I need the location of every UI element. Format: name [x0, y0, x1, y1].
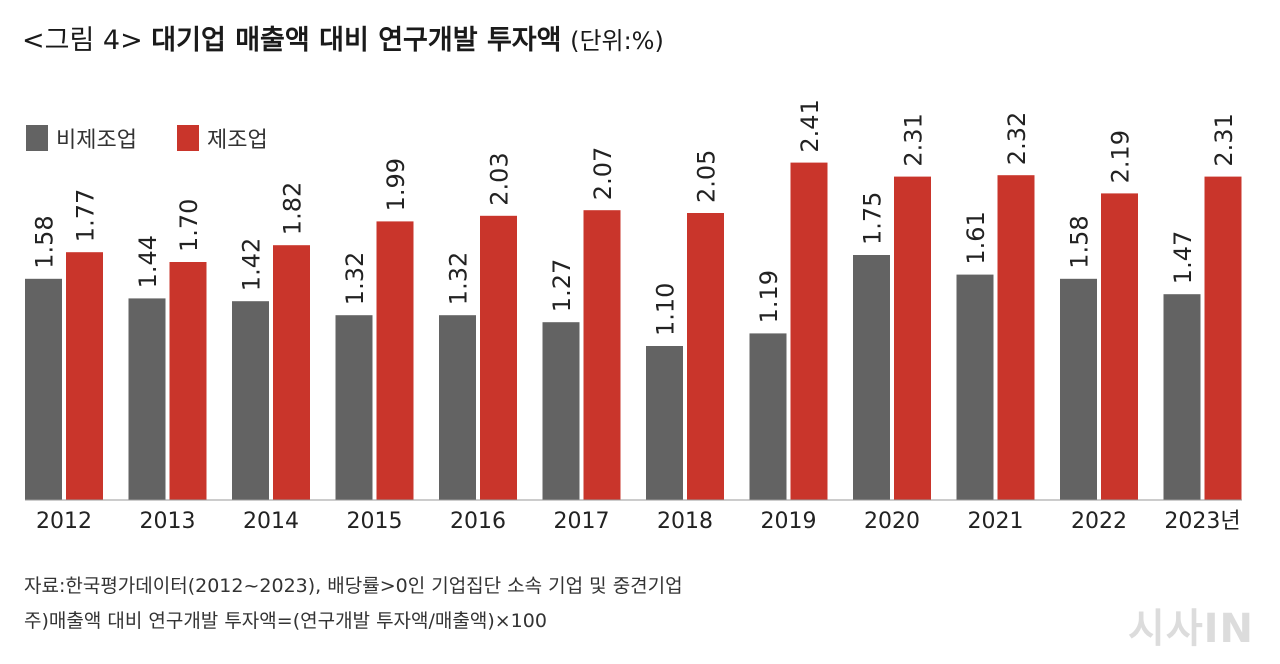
x-tick-label: 2020	[864, 509, 920, 534]
unit-label: (단위:%)	[570, 27, 664, 55]
bar-non-manufacturing-2013	[128, 298, 166, 500]
bar-manufacturing-2017	[583, 210, 621, 500]
value-label-non-manufacturing-2020: 1.75	[859, 192, 887, 245]
legend-swatch-non-manufacturing	[26, 125, 48, 151]
bar-manufacturing-2018	[687, 213, 724, 500]
x-tick-label: 2013	[140, 509, 196, 534]
value-label-manufacturing-2022: 2.19	[1107, 130, 1135, 183]
x-tick-label: 2021	[968, 509, 1024, 534]
bar-non-manufacturing-2015	[335, 315, 373, 500]
x-tick-label: 2017	[554, 509, 610, 534]
bar-non-manufacturing-2023	[1163, 294, 1201, 500]
legend-swatch-manufacturing	[176, 125, 199, 151]
chart-main-title: 대기업 매출액 대비 연구개발 투자액	[151, 25, 562, 56]
bar-manufacturing-2016	[480, 215, 517, 501]
value-label-manufacturing-2023: 2.31	[1210, 113, 1238, 166]
source-note: 자료:한국평가데이터(2012~2023), 배당률>0인 기업집단 소속 기업…	[24, 575, 683, 597]
legend-label-manufacturing: 제조업	[206, 128, 268, 153]
chart-title: <그림 4> 대기업 매출액 대비 연구개발 투자액 (단위:%)	[22, 18, 664, 57]
x-tick-label: 2012	[36, 509, 92, 534]
value-label-non-manufacturing-2013: 1.44	[134, 235, 162, 288]
formula-note: 주)매출액 대비 연구개발 투자액=(연구개발 투자액/매출액)×100	[24, 610, 547, 632]
value-label-non-manufacturing-2021: 1.61	[962, 211, 990, 264]
value-label-non-manufacturing-2012: 1.58	[31, 215, 59, 268]
bar-manufacturing-2012	[66, 252, 103, 500]
value-label-non-manufacturing-2017: 1.27	[548, 259, 576, 312]
legend-item-manufacturing: 제조업	[176, 122, 268, 154]
value-label-manufacturing-2015: 1.99	[382, 158, 410, 211]
bar-non-manufacturing-2012	[25, 278, 62, 500]
x-tick-label: 2014	[243, 509, 299, 534]
value-label-manufacturing-2018: 2.05	[693, 150, 721, 203]
bar-non-manufacturing-2021	[956, 274, 994, 500]
value-label-manufacturing-2014: 1.82	[279, 182, 307, 235]
value-label-non-manufacturing-2015: 1.32	[341, 252, 369, 305]
value-label-manufacturing-2013: 1.70	[175, 199, 203, 252]
value-label-non-manufacturing-2023: 1.47	[1169, 231, 1197, 284]
bar-manufacturing-2015	[376, 221, 414, 500]
bar-non-manufacturing-2019	[749, 333, 787, 500]
bar-non-manufacturing-2016	[439, 315, 476, 500]
bar-non-manufacturing-2017	[542, 322, 580, 500]
value-label-manufacturing-2020: 2.31	[900, 113, 928, 166]
bar-non-manufacturing-2022	[1060, 278, 1097, 500]
value-label-non-manufacturing-2018: 1.10	[652, 283, 680, 336]
bar-manufacturing-2021	[997, 175, 1035, 500]
x-tick-label: 2016	[450, 509, 506, 534]
value-label-manufacturing-2021: 2.32	[1003, 112, 1031, 165]
value-label-non-manufacturing-2022: 1.58	[1066, 215, 1094, 268]
value-label-manufacturing-2017: 2.07	[589, 147, 617, 200]
bar-manufacturing-2019	[790, 162, 828, 500]
value-label-manufacturing-2019: 2.41	[796, 99, 824, 152]
legend-label-non-manufacturing: 비제조업	[56, 128, 137, 153]
bar-manufacturing-2013	[169, 262, 207, 500]
bar-non-manufacturing-2014	[232, 301, 269, 500]
bar-non-manufacturing-2020	[853, 255, 890, 500]
bar-manufacturing-2020	[894, 176, 931, 500]
value-label-manufacturing-2016: 2.03	[486, 152, 514, 205]
value-label-non-manufacturing-2014: 1.42	[238, 238, 266, 291]
legend-item-non-manufacturing: 비제조업	[26, 122, 137, 154]
bar-non-manufacturing-2018	[646, 346, 683, 500]
bar-manufacturing-2022	[1101, 193, 1138, 500]
value-label-non-manufacturing-2019: 1.19	[755, 270, 783, 323]
x-tick-label: 2022	[1071, 509, 1127, 534]
x-tick-label: 2015	[347, 509, 403, 534]
value-label-non-manufacturing-2016: 1.32	[445, 252, 473, 305]
x-tick-label: 2018	[657, 509, 713, 534]
value-label-manufacturing-2012: 1.77	[72, 189, 100, 242]
figure-number: <그림 4>	[22, 25, 143, 56]
bar-manufacturing-2014	[273, 245, 310, 500]
bar-manufacturing-2023	[1204, 176, 1242, 500]
publisher-watermark: 시사IN	[1128, 606, 1254, 652]
x-tick-label: 2019	[761, 509, 817, 534]
legend: 비제조업 제조업	[26, 122, 308, 154]
x-tick-label: 2023년	[1164, 509, 1240, 534]
